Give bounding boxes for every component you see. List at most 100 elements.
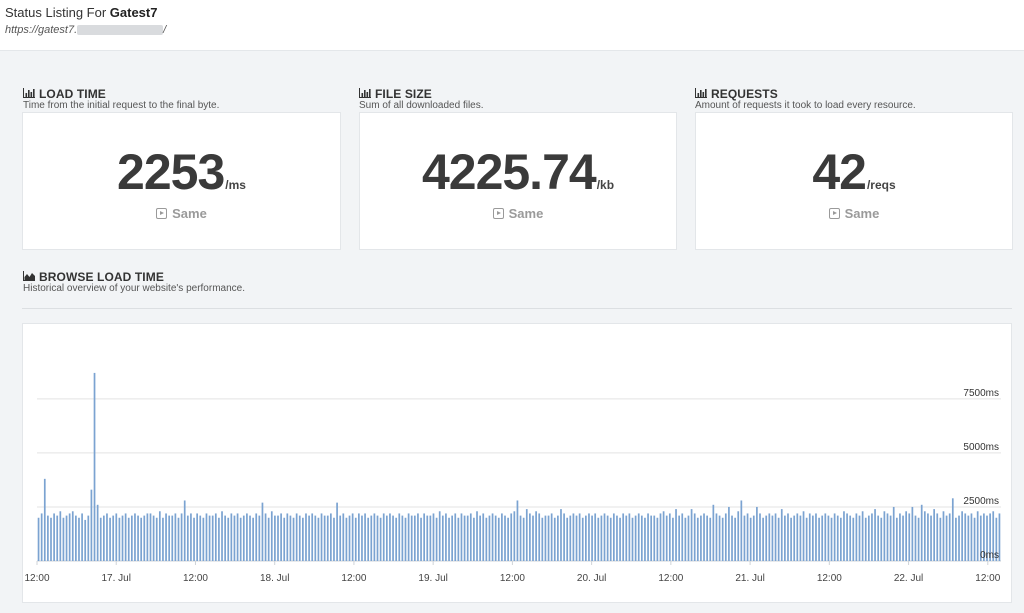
chart-bar[interactable] bbox=[50, 517, 52, 561]
chart-bar[interactable] bbox=[995, 517, 998, 561]
chart-bar[interactable] bbox=[286, 513, 289, 561]
chart-bar[interactable] bbox=[342, 513, 345, 561]
site-url[interactable]: https://gatest7. / bbox=[5, 24, 166, 36]
chart-bar[interactable] bbox=[140, 517, 143, 561]
chart-bar[interactable] bbox=[547, 515, 550, 561]
chart-bar[interactable] bbox=[883, 511, 886, 561]
chart-bar[interactable] bbox=[591, 515, 593, 561]
chart-bar[interactable] bbox=[864, 517, 867, 561]
chart-bar[interactable] bbox=[59, 511, 62, 561]
chart-bar[interactable] bbox=[37, 517, 40, 561]
chart-bar[interactable] bbox=[594, 513, 597, 561]
chart-bar[interactable] bbox=[454, 513, 457, 561]
chart-bar[interactable] bbox=[569, 515, 572, 561]
chart-bar[interactable] bbox=[404, 517, 407, 561]
chart-bar[interactable] bbox=[824, 513, 827, 561]
chart-bar[interactable] bbox=[417, 513, 419, 561]
chart-bar[interactable] bbox=[252, 517, 254, 561]
chart-bar[interactable] bbox=[628, 513, 631, 561]
chart-bar[interactable] bbox=[690, 509, 693, 561]
chart-bar[interactable] bbox=[501, 513, 503, 561]
chart-bar[interactable] bbox=[858, 515, 861, 561]
chart-bar[interactable] bbox=[270, 511, 273, 561]
chart-bar[interactable] bbox=[902, 515, 904, 561]
chart-bar[interactable] bbox=[473, 517, 475, 561]
chart-bar[interactable] bbox=[715, 513, 718, 561]
chart-bar[interactable] bbox=[743, 515, 746, 561]
chart-bar[interactable] bbox=[379, 517, 382, 561]
chart-bar[interactable] bbox=[728, 506, 730, 561]
chart-bar[interactable] bbox=[183, 500, 186, 561]
chart-bar[interactable] bbox=[491, 513, 494, 561]
chart-bar[interactable] bbox=[768, 513, 771, 561]
chart-bar[interactable] bbox=[693, 513, 696, 561]
chart-bar[interactable] bbox=[75, 515, 77, 561]
chart-bar[interactable] bbox=[302, 517, 304, 561]
chart-bar[interactable] bbox=[246, 513, 248, 561]
chart-bar[interactable] bbox=[507, 517, 509, 561]
chart-bar[interactable] bbox=[796, 513, 799, 561]
chart-bar[interactable] bbox=[930, 515, 932, 561]
chart-bar[interactable] bbox=[522, 517, 525, 561]
chart-bar[interactable] bbox=[877, 515, 880, 561]
chart-bar[interactable] bbox=[420, 517, 422, 561]
chart-bar[interactable] bbox=[211, 515, 214, 561]
chart-bar[interactable] bbox=[193, 517, 195, 561]
chart-bar[interactable] bbox=[494, 515, 497, 561]
chart-bar[interactable] bbox=[712, 504, 715, 561]
chart-bar[interactable] bbox=[224, 515, 226, 561]
chart-bar[interactable] bbox=[370, 515, 373, 561]
chart-bar[interactable] bbox=[827, 515, 830, 561]
chart-bar[interactable] bbox=[939, 517, 942, 561]
chart-bar[interactable] bbox=[892, 506, 895, 561]
chart-bar[interactable] bbox=[516, 500, 519, 561]
chart-bar[interactable] bbox=[208, 515, 211, 561]
chart-bar[interactable] bbox=[382, 513, 385, 561]
chart-bar[interactable] bbox=[423, 513, 426, 561]
chart-bar[interactable] bbox=[81, 513, 83, 561]
chart-bar[interactable] bbox=[911, 506, 914, 561]
chart-bar[interactable] bbox=[973, 517, 976, 561]
chart-bar[interactable] bbox=[917, 517, 920, 561]
chart-bar[interactable] bbox=[740, 500, 743, 561]
chart-bar[interactable] bbox=[777, 517, 780, 561]
chart-bar[interactable] bbox=[970, 513, 973, 561]
chart-bar[interactable] bbox=[899, 513, 901, 561]
chart-bar[interactable] bbox=[264, 513, 267, 561]
chart-bar[interactable] bbox=[196, 513, 198, 561]
chart-bar[interactable] bbox=[889, 515, 892, 561]
chart-bar[interactable] bbox=[575, 515, 578, 561]
chart-bar[interactable] bbox=[532, 515, 534, 561]
chart-bar[interactable] bbox=[448, 517, 450, 561]
chart-bar[interactable] bbox=[214, 513, 217, 561]
chart-bar[interactable] bbox=[87, 515, 90, 561]
chart-bar[interactable] bbox=[115, 513, 118, 561]
chart-bar[interactable] bbox=[354, 517, 357, 561]
chart-bar[interactable] bbox=[445, 513, 447, 561]
chart-bar[interactable] bbox=[373, 513, 376, 561]
chart-bar[interactable] bbox=[333, 517, 335, 561]
chart-bar[interactable] bbox=[267, 517, 270, 561]
chart-bar[interactable] bbox=[650, 515, 653, 561]
chart-bar[interactable] bbox=[818, 517, 820, 561]
chart-bar[interactable] bbox=[99, 517, 102, 561]
chart-bar[interactable] bbox=[441, 515, 444, 561]
chart-bar[interactable] bbox=[706, 515, 708, 561]
chart-bar[interactable] bbox=[535, 511, 537, 561]
chart-bar[interactable] bbox=[432, 513, 435, 561]
chart-bar[interactable] bbox=[815, 513, 817, 561]
chart-bar[interactable] bbox=[821, 515, 824, 561]
chart-bar[interactable] bbox=[787, 513, 789, 561]
chart-bar[interactable] bbox=[812, 515, 814, 561]
chart-bar[interactable] bbox=[134, 513, 136, 561]
chart-bar[interactable] bbox=[619, 517, 621, 561]
chart-bar[interactable] bbox=[886, 513, 889, 561]
chart-bar[interactable] bbox=[103, 515, 105, 561]
chart-bar[interactable] bbox=[62, 517, 65, 561]
chart-bar[interactable] bbox=[280, 513, 282, 561]
chart-bar[interactable] bbox=[339, 515, 342, 561]
chart-bar[interactable] bbox=[469, 513, 472, 561]
chart-bar[interactable] bbox=[227, 517, 230, 561]
chart-bar[interactable] bbox=[718, 515, 721, 561]
chart-bar[interactable] bbox=[880, 517, 883, 561]
